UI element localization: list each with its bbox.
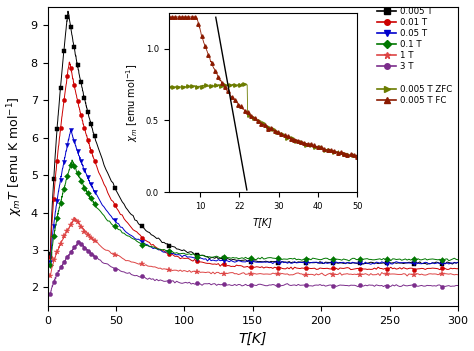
0.1 T (255, 256, 261, 260)
3 T (255, 282, 261, 286)
Y-axis label: $\chi_m T$ [emu K mol$^{-1}$]: $\chi_m T$ [emu K mol$^{-1}$] (6, 97, 25, 216)
3 T (259, 283, 265, 287)
0.05 T (455, 260, 461, 264)
0.1 T (47, 263, 53, 267)
3 T (188, 282, 194, 286)
0.05 T (77, 155, 83, 160)
0.1 T (455, 258, 461, 262)
1 T (188, 270, 194, 274)
0.005 T (259, 260, 265, 264)
Legend: 0.005 T, 0.01 T, 0.05 T, 0.1 T, 1 T, 3 T, , 0.005 T ZFC, 0.005 T FC: 0.005 T, 0.01 T, 0.05 T, 0.1 T, 1 T, 3 T… (375, 5, 454, 107)
0.005 T (424, 262, 430, 266)
3 T (76, 239, 82, 243)
0.005 T (455, 260, 461, 265)
0.005 T (77, 76, 83, 80)
0.1 T (83, 188, 89, 193)
Line: 0.005 T: 0.005 T (48, 9, 460, 266)
1 T (58, 240, 64, 244)
0.01 T (455, 267, 461, 271)
1 T (455, 273, 461, 277)
0.05 T (188, 255, 194, 259)
0.05 T (255, 260, 261, 264)
0.1 T (58, 198, 64, 202)
0.1 T (259, 255, 265, 259)
0.01 T (77, 110, 83, 114)
0.05 T (58, 175, 64, 179)
0.01 T (188, 258, 194, 262)
0.005 T (188, 250, 194, 254)
0.05 T (83, 172, 89, 177)
1 T (77, 223, 83, 227)
0.005 T (255, 260, 261, 264)
0.05 T (384, 263, 390, 267)
0.005 T (83, 104, 89, 108)
1 T (72, 216, 77, 220)
Line: 0.05 T: 0.05 T (48, 128, 460, 266)
Line: 3 T: 3 T (48, 239, 460, 296)
0.01 T (437, 267, 443, 272)
3 T (455, 283, 461, 287)
Line: 0.01 T: 0.01 T (48, 60, 460, 272)
0.01 T (83, 133, 89, 138)
0.05 T (259, 260, 265, 264)
0.1 T (188, 253, 194, 257)
0.005 T (65, 9, 71, 13)
0.01 T (259, 265, 265, 269)
3 T (47, 292, 53, 296)
0.005 T (47, 252, 53, 256)
Line: 0.1 T: 0.1 T (48, 158, 460, 267)
0.1 T (77, 176, 83, 180)
Line: 1 T: 1 T (47, 215, 461, 279)
1 T (259, 272, 265, 276)
0.05 T (68, 128, 73, 132)
0.005 T (58, 77, 64, 81)
0.05 T (47, 260, 53, 264)
X-axis label: T[K]: T[K] (238, 331, 267, 345)
0.01 T (47, 254, 53, 259)
0.01 T (58, 121, 64, 125)
1 T (83, 230, 89, 234)
3 T (58, 265, 64, 269)
0.01 T (255, 265, 261, 269)
0.01 T (66, 60, 72, 64)
1 T (255, 272, 261, 276)
0.1 T (69, 158, 75, 162)
3 T (77, 241, 83, 245)
1 T (47, 274, 53, 278)
3 T (83, 247, 89, 251)
